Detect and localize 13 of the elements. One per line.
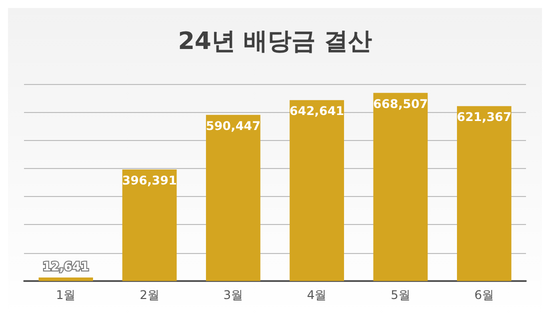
- x-tick-label: 3월: [223, 288, 243, 302]
- data-label: 590,447: [206, 118, 260, 133]
- data-label: 642,641: [290, 104, 344, 118]
- x-tick-label: 5월: [390, 288, 410, 302]
- data-label: 396,391: [122, 173, 177, 188]
- data-label: 668,507: [373, 96, 428, 111]
- x-tick-label: 4월: [307, 288, 327, 302]
- data-label: 621,367: [456, 110, 512, 124]
- x-tick-label: 6월: [474, 288, 494, 302]
- data-label: 12,641: [42, 259, 89, 274]
- x-tick-label: 1월: [56, 288, 76, 302]
- x-tick-label: 2월: [140, 288, 160, 302]
- chart-title: 24년 배당금 결산: [178, 27, 372, 55]
